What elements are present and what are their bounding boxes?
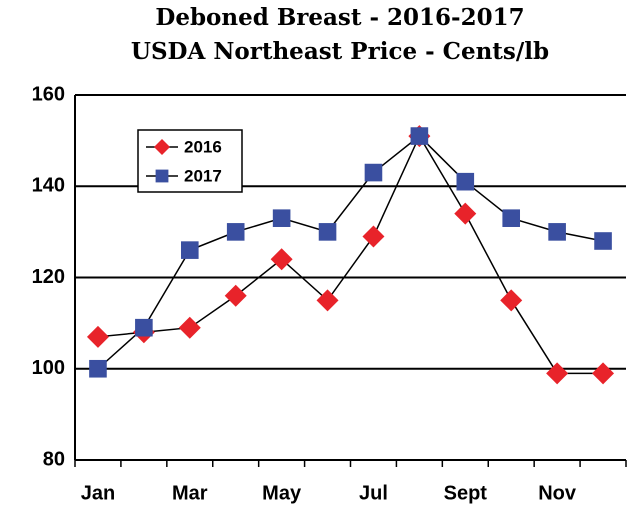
point bbox=[594, 232, 612, 250]
point bbox=[316, 289, 339, 312]
point bbox=[592, 362, 615, 385]
x-tick-label: Sept bbox=[444, 482, 488, 504]
point bbox=[318, 223, 337, 241]
legend-marker bbox=[154, 139, 170, 155]
point bbox=[272, 209, 291, 227]
y-tick-label: 140 bbox=[32, 175, 65, 197]
x-tick-label: Jul bbox=[359, 482, 388, 504]
y-tick-label: 80 bbox=[43, 448, 65, 470]
point bbox=[456, 172, 475, 191]
chart-title: Deboned Breast - 2016-2017 bbox=[155, 4, 524, 31]
point bbox=[548, 223, 566, 241]
point bbox=[270, 248, 293, 271]
x-tick-label: Mar bbox=[172, 482, 208, 504]
point bbox=[178, 316, 201, 339]
point bbox=[500, 289, 523, 312]
point bbox=[454, 202, 477, 225]
legend-label: 2016 bbox=[184, 137, 222, 156]
point bbox=[89, 359, 107, 378]
x-tick-label: Jan bbox=[81, 482, 115, 504]
legend-box bbox=[137, 129, 243, 193]
point bbox=[180, 241, 199, 259]
chart-subtitle: USDA Northeast Price - Cents/lb bbox=[131, 38, 549, 65]
y-tick-label: 160 bbox=[32, 83, 65, 105]
x-tick-label: Nov bbox=[538, 482, 577, 504]
legend-label: 2017 bbox=[184, 166, 222, 185]
y-tick-label: 120 bbox=[32, 266, 65, 288]
point bbox=[546, 362, 569, 385]
y-tick-label: 100 bbox=[32, 357, 65, 379]
point bbox=[135, 318, 153, 337]
point bbox=[224, 284, 247, 307]
point bbox=[226, 223, 245, 241]
point bbox=[364, 163, 383, 182]
legend-marker bbox=[155, 169, 169, 183]
x-tick-label: May bbox=[262, 482, 302, 504]
point bbox=[362, 225, 385, 248]
point bbox=[86, 325, 109, 348]
point bbox=[410, 127, 429, 145]
point bbox=[502, 209, 521, 227]
